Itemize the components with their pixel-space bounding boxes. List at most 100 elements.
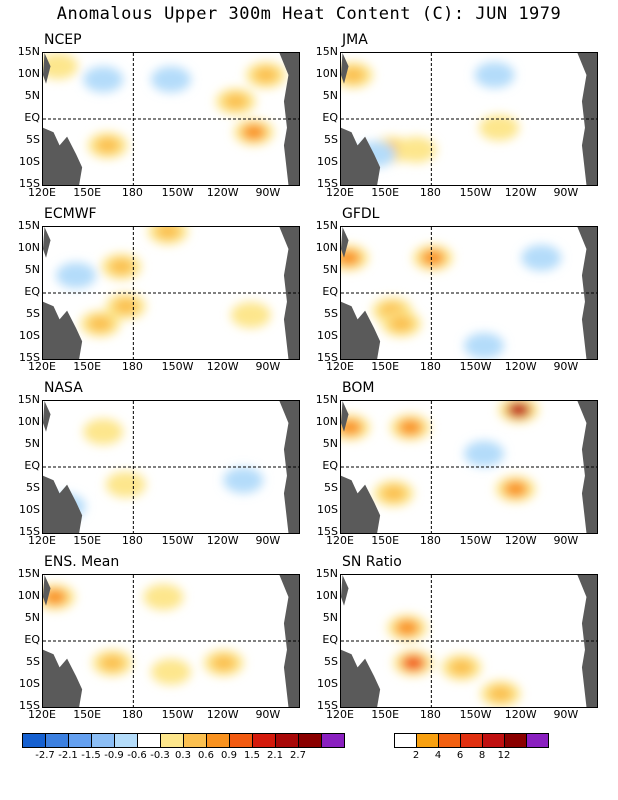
panel-title: SN Ratio (342, 554, 402, 570)
colorbar-swatch (115, 734, 138, 747)
y-tick-label: EQ (24, 633, 40, 646)
panel-title: ENS. Mean (44, 554, 120, 570)
colorbar-swatch (505, 734, 527, 747)
x-tick-label: 150W (459, 186, 492, 199)
y-tick-label: 5S (324, 133, 338, 146)
colorbar-label: -1.5 (81, 750, 101, 761)
x-tick-label: 120W (504, 360, 537, 373)
map-panel-jma (340, 52, 598, 186)
colorbar-label: -0.9 (104, 750, 124, 761)
colorbar-swatch (161, 734, 184, 747)
y-tick-label: 10S (19, 329, 40, 342)
x-tick-label: 90W (255, 186, 281, 199)
colorbar-label: 0.3 (175, 750, 191, 761)
y-tick-label: 10N (315, 415, 338, 428)
x-tick-label: 180 (121, 360, 143, 373)
y-tick-label: 15S (19, 699, 40, 712)
y-tick-label: 10N (17, 241, 40, 254)
anomaly-core (395, 619, 420, 636)
y-tick-label: 15S (19, 525, 40, 538)
colorbar-swatch (417, 734, 439, 747)
y-tick-label: 15N (315, 393, 338, 406)
x-tick-label: 120W (504, 186, 537, 199)
anomaly-core (487, 119, 512, 136)
y-tick-label: 15N (17, 45, 40, 58)
y-tick-label: EQ (322, 459, 338, 472)
y-tick-label: 15S (19, 177, 40, 190)
colorbar-swatch (483, 734, 505, 747)
colorbar-label: 2 (412, 750, 420, 761)
y-tick-label: 5S (26, 307, 40, 320)
y-tick-label: EQ (24, 459, 40, 472)
y-tick-label: 5S (26, 133, 40, 146)
chart-title: Anomalous Upper 300m Heat Content (C): J… (56, 4, 562, 24)
anomaly-core (231, 472, 256, 489)
colorbar-label: 6 (456, 750, 464, 761)
x-tick-label: 120W (206, 186, 239, 199)
y-tick-label: 5S (26, 481, 40, 494)
colorbar-swatch (46, 734, 69, 747)
colorbar-swatch (439, 734, 461, 747)
y-tick-label: 10S (317, 677, 338, 690)
y-tick-label: 15N (17, 393, 40, 406)
y-tick-label: 5N (24, 437, 40, 450)
y-tick-label: 15N (17, 219, 40, 232)
x-tick-label: 150E (73, 708, 102, 721)
y-tick-label: 5N (322, 611, 338, 624)
x-tick-label: 90W (553, 186, 579, 199)
x-tick-label: 120E (28, 708, 56, 721)
anomaly-core (503, 481, 528, 497)
x-tick-label: 150E (371, 360, 400, 373)
x-tick-label: 180 (419, 186, 441, 199)
x-tick-label: 150E (371, 186, 400, 199)
colorbar-swatch (92, 734, 115, 747)
colorbar-swatch (230, 734, 253, 747)
x-tick-label: 120E (326, 534, 354, 547)
x-tick-label: 120E (28, 360, 56, 373)
x-tick-label: 120W (504, 708, 537, 721)
colorbar-swatch (461, 734, 483, 747)
colorbar-label: -0.3 (150, 750, 170, 761)
anomaly-core (341, 249, 361, 266)
colorbar-swatch (395, 734, 417, 747)
colorbar-label: 0.6 (198, 750, 214, 761)
y-tick-label: 5S (324, 655, 338, 668)
anomaly-core (506, 401, 531, 418)
x-tick-label: 150E (73, 186, 102, 199)
x-tick-label: 150W (161, 360, 194, 373)
anomaly-core (482, 67, 507, 83)
y-tick-label: 10N (315, 67, 338, 80)
y-tick-label: 5N (322, 89, 338, 102)
x-tick-label: 90W (255, 708, 281, 721)
y-tick-label: 10N (315, 589, 338, 602)
anomaly-core (420, 249, 445, 266)
map-panel-ens-mean (42, 574, 300, 708)
anomaly-core (223, 93, 248, 110)
x-tick-label: 180 (419, 534, 441, 547)
x-tick-label: 120E (326, 708, 354, 721)
x-tick-label: 180 (121, 186, 143, 199)
panel-title: GFDL (342, 206, 380, 222)
colorbar-swatch (527, 734, 548, 747)
y-tick-label: 15N (17, 567, 40, 580)
colorbar-swatch (322, 734, 344, 747)
panel-title: NCEP (44, 32, 82, 48)
panel-title: NASA (44, 380, 83, 396)
anomaly-core (398, 419, 423, 436)
colorbar-anomaly (22, 733, 345, 748)
anomaly-core (155, 227, 180, 240)
x-tick-label: 150E (371, 534, 400, 547)
y-tick-label: 10S (19, 677, 40, 690)
anomaly-core (449, 659, 474, 676)
anomaly-core (488, 685, 513, 702)
anomaly-core (95, 137, 120, 154)
anomaly-core (253, 67, 278, 83)
y-tick-label: 5N (24, 89, 40, 102)
x-tick-label: 150W (161, 534, 194, 547)
x-tick-label: 90W (553, 708, 579, 721)
anomaly-core (88, 315, 113, 332)
x-tick-label: 120E (28, 186, 56, 199)
y-tick-label: 10N (17, 589, 40, 602)
x-tick-label: 150W (459, 534, 492, 547)
x-tick-label: 90W (255, 534, 281, 547)
